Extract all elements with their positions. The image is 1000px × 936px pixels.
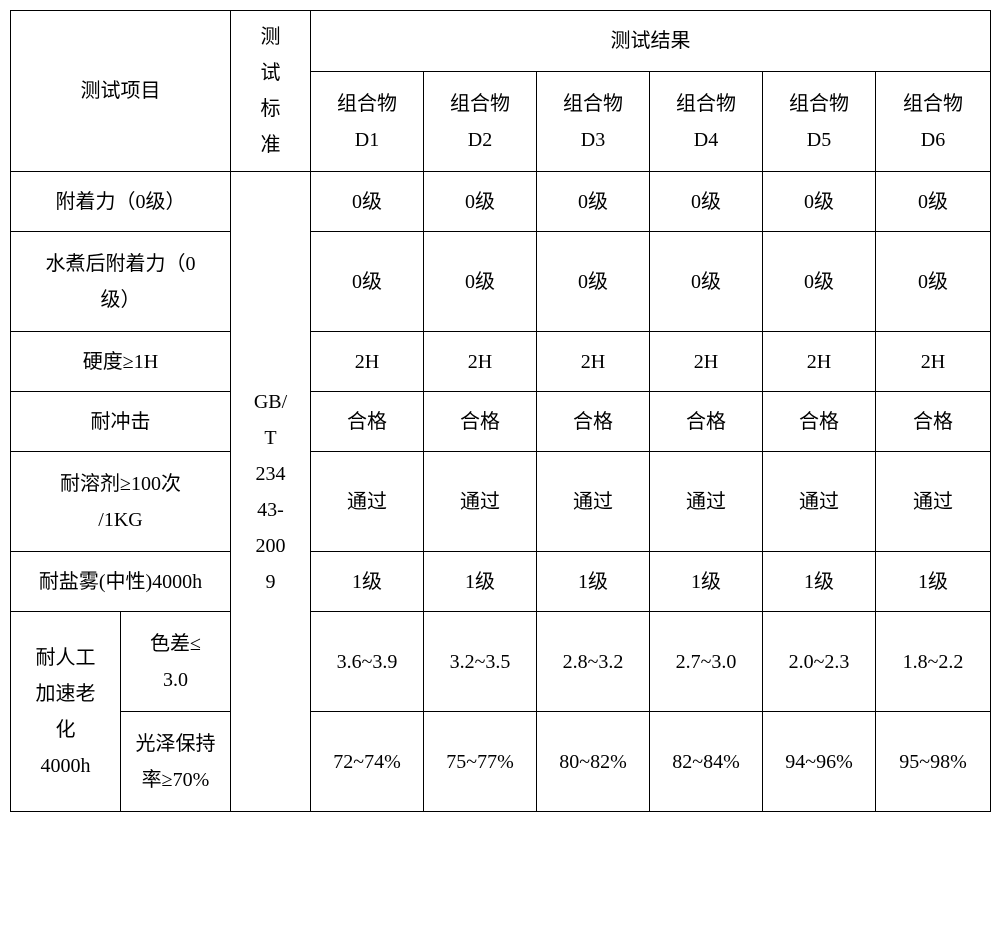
cell: 1级 [650,552,763,612]
cell: 1级 [424,552,537,612]
cell: 0级 [876,232,991,332]
cell: 0级 [876,172,991,232]
cell: 2.0~2.3 [763,612,876,712]
cell: 0级 [650,232,763,332]
cell: 0级 [424,172,537,232]
cell: 0级 [537,172,650,232]
row-boil-adhesion-label: 水煮后附着力（0级） [11,232,231,332]
cell: 0级 [537,232,650,332]
col-d3: 组合物D3 [537,72,650,172]
row-hardness-label: 硬度≥1H [11,332,231,392]
cell: 2H [763,332,876,392]
cell: 2H [876,332,991,392]
cell: 通过 [311,452,424,552]
cell: 0级 [763,172,876,232]
cell: 合格 [311,392,424,452]
cell: 80~82% [537,712,650,812]
col-d6: 组合物D6 [876,72,991,172]
header-test-result: 测试结果 [311,11,991,72]
header-test-standard: 测试标准 [231,11,311,172]
cell: 82~84% [650,712,763,812]
cell: 合格 [763,392,876,452]
cell: 0级 [424,232,537,332]
cell: 1.8~2.2 [876,612,991,712]
cell: 2H [424,332,537,392]
row-aging-group-label: 耐人工加速老化4000h [11,612,121,812]
row-impact-label: 耐冲击 [11,392,231,452]
cell: 75~77% [424,712,537,812]
cell: 通过 [537,452,650,552]
col-d5: 组合物D5 [763,72,876,172]
row-aging-gloss-label: 光泽保持率≥70% [121,712,231,812]
cell: 2.8~3.2 [537,612,650,712]
cell: 通过 [650,452,763,552]
cell: 2H [537,332,650,392]
cell: 1级 [311,552,424,612]
cell: 1级 [537,552,650,612]
header-test-item: 测试项目 [11,11,231,172]
cell: 通过 [763,452,876,552]
col-d4: 组合物D4 [650,72,763,172]
cell: 1级 [876,552,991,612]
cell: 通过 [876,452,991,552]
cell: 3.2~3.5 [424,612,537,712]
cell: 合格 [424,392,537,452]
cell: 3.6~3.9 [311,612,424,712]
cell: 2H [311,332,424,392]
cell: 0级 [311,172,424,232]
cell: 合格 [876,392,991,452]
row-solvent-label: 耐溶剂≥100次/1KG [11,452,231,552]
cell: 1级 [763,552,876,612]
cell: 0级 [763,232,876,332]
col-d2: 组合物D2 [424,72,537,172]
cell: 72~74% [311,712,424,812]
results-table: 测试项目 测试标准 测试结果 组合物D1 组合物D2 组合物D3 组合物D4 组… [10,10,991,812]
cell: 0级 [311,232,424,332]
cell: 94~96% [763,712,876,812]
cell: 2H [650,332,763,392]
row-aging-color-label: 色差≤3.0 [121,612,231,712]
cell: 2.7~3.0 [650,612,763,712]
cell: 通过 [424,452,537,552]
cell: 0级 [650,172,763,232]
cell: 合格 [537,392,650,452]
row-salt-spray-label: 耐盐雾(中性)4000h [11,552,231,612]
col-d1: 组合物D1 [311,72,424,172]
cell: 合格 [650,392,763,452]
cell: 95~98% [876,712,991,812]
row-adhesion-label: 附着力（0级） [11,172,231,232]
standard-cell: GB/T23443-2009 [231,172,311,812]
